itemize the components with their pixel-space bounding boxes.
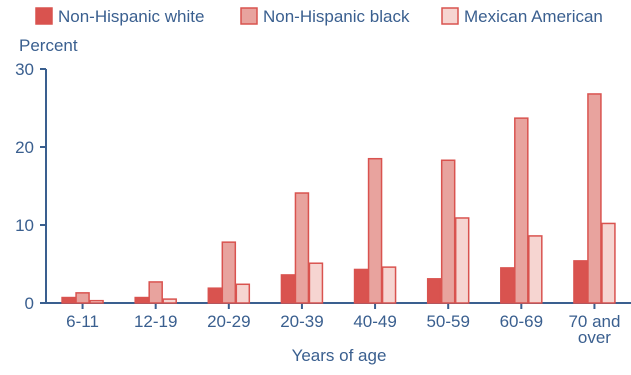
bar-1-2 bbox=[221, 241, 237, 304]
bar-0-1 bbox=[134, 296, 149, 304]
bar-2-7 bbox=[601, 222, 616, 304]
bars bbox=[61, 93, 616, 304]
legend-label-0: Non-Hispanic white bbox=[58, 7, 204, 26]
x-tick-label: 50-59 bbox=[426, 312, 469, 331]
y-axis-label: Percent bbox=[19, 36, 78, 55]
bar-2-5 bbox=[454, 217, 470, 304]
legend-swatch-1 bbox=[240, 7, 258, 25]
x-tick-label: 12-19 bbox=[134, 312, 177, 331]
x-tick-label: 60-69 bbox=[500, 312, 543, 331]
bar-0-2 bbox=[207, 287, 223, 304]
bar-0-3 bbox=[280, 274, 296, 304]
y-tick-label: 0 bbox=[25, 294, 34, 313]
bar-2-3 bbox=[308, 262, 324, 304]
bar-1-6 bbox=[514, 117, 529, 304]
bar-2-4 bbox=[381, 266, 397, 304]
legend-label-1: Non-Hispanic black bbox=[263, 7, 410, 26]
legend-label-2: Mexican American bbox=[464, 7, 603, 26]
y-tick-label: 20 bbox=[15, 138, 34, 157]
bar-1-3 bbox=[294, 192, 310, 304]
x-axis-label: Years of age bbox=[292, 346, 387, 365]
bar-2-1 bbox=[162, 298, 177, 304]
x-axis: 6-11 12-19 20-29 20-39 40-49 50-59 60-69 70 and… bbox=[46, 302, 631, 347]
bar-1-0 bbox=[75, 292, 90, 304]
y-tick-label: 10 bbox=[15, 216, 34, 235]
legend: Non-Hispanic white Non-Hispanic black Mexi… bbox=[35, 7, 603, 26]
x-tick-label: 70 and over bbox=[568, 312, 620, 347]
x-tick-label: 40-49 bbox=[353, 312, 396, 331]
bar-0-6 bbox=[500, 267, 515, 304]
bar-2-6 bbox=[528, 235, 543, 304]
bar-1-5 bbox=[440, 159, 456, 304]
y-tick-label: 30 bbox=[15, 60, 34, 79]
x-tick-label: 20-39 bbox=[280, 312, 323, 331]
x-tick-label: 6-11 bbox=[66, 312, 99, 331]
y-axis: 0 10 20 30 bbox=[15, 60, 47, 313]
bar-2-2 bbox=[235, 283, 251, 304]
bar-0-0 bbox=[61, 296, 76, 304]
legend-swatch-2 bbox=[441, 7, 459, 25]
x-tick-label: 20-29 bbox=[207, 312, 250, 331]
bar-0-4 bbox=[353, 268, 369, 304]
bar-2-0 bbox=[89, 299, 104, 304]
bar-1-1 bbox=[148, 281, 163, 304]
legend-swatch-0 bbox=[35, 7, 53, 25]
bar-1-4 bbox=[367, 157, 383, 304]
bar-0-5 bbox=[426, 278, 442, 304]
bar-0-7 bbox=[573, 260, 588, 304]
bar-1-7 bbox=[587, 93, 602, 304]
